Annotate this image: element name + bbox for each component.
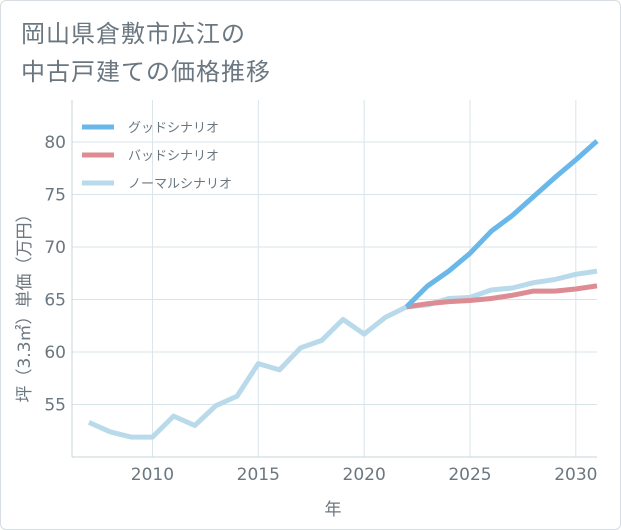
chart-title: 岡山県倉敷市広江の 中古戸建ての価格推移 [21, 15, 271, 91]
series-line-1 [404, 139, 599, 309]
y-tick-label-60: 60 [44, 343, 66, 363]
x-tick-label-2025: 2025 [448, 465, 491, 485]
series-line-2 [406, 283, 598, 310]
x-tick-label-2020: 2020 [343, 465, 386, 485]
chart-title-line-1: 岡山県倉敷市広江の [21, 20, 246, 48]
x-tick-label-2030: 2030 [554, 465, 597, 485]
y-tick-label-80: 80 [44, 133, 66, 153]
tick-labels: 55 60 65 70 75 80 2010 2015 2020 2025 2030 [44, 133, 597, 485]
legend-label-3: ノーマルシナリオ [128, 177, 232, 192]
series-lines [87, 139, 599, 440]
legend-label-2: バッドシナリオ [128, 149, 219, 164]
chart-title-line-2: 中古戸建ての価格推移 [21, 58, 271, 86]
y-tick-label-70: 70 [44, 238, 66, 258]
legend-label-1: グッドシナリオ [128, 121, 219, 136]
y-tick-label-55: 55 [44, 396, 66, 416]
grid-lines [72, 100, 597, 457]
y-tick-label-75: 75 [44, 186, 66, 206]
y-tick-label-65: 65 [44, 291, 66, 311]
y-axis-label: 坪（3.3㎡）単価（万円） [15, 205, 35, 402]
x-tick-label-2015: 2015 [237, 465, 280, 485]
axes [71, 100, 597, 458]
series-line-3 [87, 268, 598, 440]
x-axis-label: 年 [325, 500, 342, 520]
x-tick-label-2010: 2010 [131, 465, 174, 485]
